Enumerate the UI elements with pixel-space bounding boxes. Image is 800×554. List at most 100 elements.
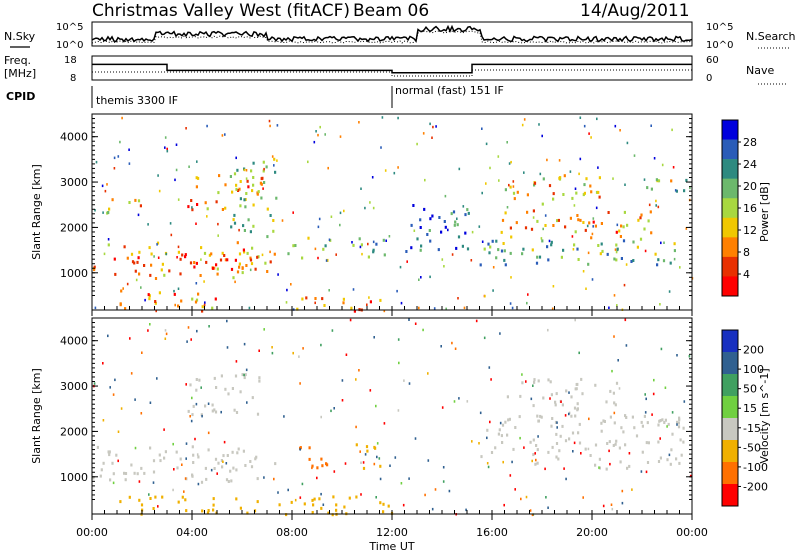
power-cell (189, 261, 193, 265)
power-cell (140, 286, 142, 289)
power-cell (251, 189, 254, 193)
velocity-cell (213, 408, 216, 412)
velocity-cell (213, 467, 216, 470)
velocity-cell (570, 395, 573, 399)
velocity-cell (383, 422, 386, 425)
velocity-cell (258, 376, 261, 380)
velocity-cell (211, 403, 214, 407)
power-cell (264, 261, 267, 265)
velocity-cell (620, 426, 623, 430)
velocity-cell (360, 493, 362, 496)
power-cell (592, 220, 595, 224)
velocity-cell (299, 448, 301, 451)
velocity-cell (355, 378, 357, 381)
power-cell (556, 219, 559, 223)
velocity-cell (232, 466, 235, 470)
velocity-cell (136, 472, 139, 476)
power-cell (269, 214, 272, 217)
velocity-cell (609, 462, 611, 466)
power-cell (613, 257, 616, 261)
power-cell (194, 300, 198, 304)
velocity-cell (640, 420, 643, 424)
power-cell (406, 260, 408, 263)
velocity-cell (529, 509, 532, 512)
velocity-cell (226, 319, 228, 323)
power-cell (441, 258, 444, 261)
velocity-cell (129, 337, 131, 340)
power-cell (597, 244, 600, 247)
velocity-cell (152, 507, 155, 510)
power-colorbar-swatch (722, 120, 738, 140)
power-cell (546, 245, 549, 249)
velocity-colorbar-tick-label: -15 (743, 422, 761, 435)
power-cell (485, 142, 488, 146)
power-cell (235, 156, 237, 160)
power-cell (542, 227, 544, 231)
power-cell (245, 264, 248, 267)
velocity-cell (196, 453, 199, 456)
power-cell (598, 176, 601, 180)
velocity-colorbar-tick-label: -100 (743, 461, 768, 474)
power-cell (487, 242, 490, 246)
power-cell (590, 190, 593, 194)
velocity-cell (549, 397, 551, 400)
velocity-cell (244, 464, 247, 467)
velocity-cell (235, 360, 238, 363)
velocity-cell (475, 319, 478, 323)
power-cell (241, 271, 244, 275)
velocity-cell (241, 373, 244, 377)
velocity-cell (243, 373, 245, 377)
power-cell (156, 243, 158, 246)
power-cell (224, 183, 227, 187)
velocity-cell (194, 437, 196, 441)
power-cell (491, 239, 494, 243)
velocity-cell (311, 511, 314, 514)
velocity-cell (192, 404, 195, 408)
velocity-cell (646, 461, 650, 464)
y-tick-label: 4000 (60, 131, 88, 144)
velocity-cell (677, 425, 681, 429)
velocity-cell (186, 340, 188, 343)
power-cell (479, 263, 482, 267)
velocity-cell (191, 445, 194, 449)
velocity-cell (245, 368, 248, 372)
cpid-segment-2: normal (fast) 151 IF (395, 84, 504, 97)
power-cell (173, 292, 176, 296)
power-colorbar-swatch (722, 256, 738, 277)
power-cell (590, 136, 592, 139)
power-cell (649, 210, 652, 214)
velocity-cell (588, 417, 590, 421)
power-cell (262, 169, 265, 173)
power-cell (335, 253, 337, 256)
power-cell (236, 168, 239, 172)
velocity-cell (605, 467, 608, 471)
freq-label-line1: Freq. (4, 54, 31, 67)
velocity-cell (149, 323, 151, 326)
velocity-cell (631, 415, 634, 419)
velocity-panel-frame (91, 317, 693, 515)
velocity-cell (525, 380, 527, 383)
velocity-cell (227, 480, 230, 483)
power-cell (137, 213, 140, 217)
power-cell (150, 252, 153, 256)
power-cell (317, 133, 319, 137)
power-cell (203, 280, 205, 283)
velocity-cell (290, 500, 293, 504)
velocity-cell (554, 403, 557, 407)
velocity-cell (581, 392, 584, 396)
velocity-cell (191, 396, 193, 400)
power-cell (531, 248, 534, 252)
power-cell (452, 210, 456, 214)
power-cell (503, 258, 506, 262)
velocity-cell (508, 417, 511, 421)
power-cell (648, 203, 651, 207)
velocity-cell (422, 328, 424, 332)
power-cell (358, 121, 360, 124)
velocity-cell (555, 442, 559, 445)
power-cell (444, 225, 447, 229)
velocity-cell (204, 404, 207, 408)
power-cell (339, 135, 342, 138)
velocity-cell (603, 420, 606, 423)
power-cell (369, 201, 371, 204)
power-cell (273, 252, 276, 256)
